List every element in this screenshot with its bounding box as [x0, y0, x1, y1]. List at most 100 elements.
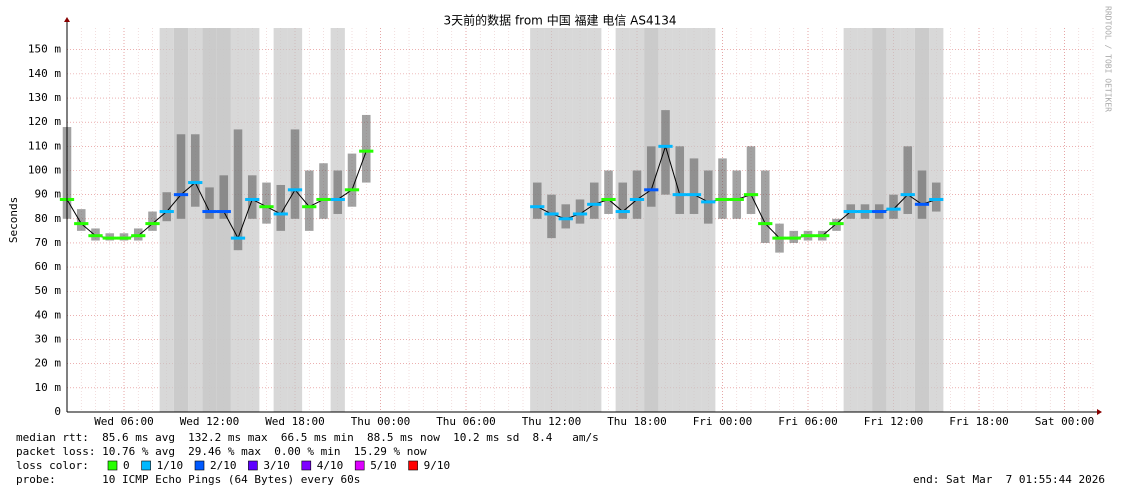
y-tick-label: 100 m	[28, 163, 61, 176]
median-point	[558, 217, 573, 221]
median-point	[273, 212, 288, 216]
loss-band	[914, 28, 930, 412]
legend-label: 9/10	[424, 459, 451, 472]
legend-label: 1/10	[157, 459, 184, 472]
median-point	[672, 193, 687, 197]
smoke	[262, 182, 271, 224]
smoke	[703, 170, 713, 224]
loss-band	[216, 28, 231, 412]
median-point	[872, 210, 887, 214]
median-point	[629, 197, 645, 201]
y-tick-label: 120 m	[28, 115, 61, 128]
smoke	[675, 146, 685, 214]
stats-rtt: median rtt: 85.6 ms avg 132.2 ms max 66.…	[16, 431, 599, 444]
median-point	[843, 210, 858, 214]
y-tick-label: 30 m	[35, 333, 62, 346]
smoke	[162, 192, 172, 222]
x-tick-label: Thu 18:00	[607, 415, 667, 428]
smoke	[319, 163, 328, 219]
smoke	[760, 170, 770, 243]
y-arrow	[64, 17, 70, 22]
smoke	[276, 184, 286, 231]
y-tick-label: 20 m	[35, 357, 62, 370]
smoke	[561, 204, 571, 229]
loss-band	[929, 28, 944, 412]
legend-swatch	[141, 460, 151, 471]
y-tick-label: 70 m	[35, 236, 62, 249]
y-tick-label: 90 m	[35, 188, 62, 201]
loss-band	[202, 28, 217, 412]
smoke	[746, 146, 756, 214]
x-arrow	[1097, 409, 1102, 415]
smoke	[547, 194, 556, 239]
legend-label: 3/10	[263, 459, 290, 472]
median-point	[914, 202, 930, 206]
legend-swatch	[354, 460, 365, 471]
loss-band	[886, 28, 901, 412]
smoke	[732, 170, 742, 219]
loss-band	[857, 28, 873, 412]
median-point	[615, 210, 630, 214]
y-tick-label: 50 m	[35, 284, 62, 297]
smoke	[917, 170, 927, 219]
median-point	[729, 197, 744, 201]
median-point	[715, 197, 730, 201]
chart-title: 3天前的数据 from 中国 福建 电信 AS4134	[444, 13, 677, 28]
loss-band	[245, 28, 260, 412]
median-point	[772, 236, 787, 240]
loss-band	[672, 28, 687, 412]
smoke	[718, 158, 727, 219]
legend-label: 5/10	[370, 459, 397, 472]
median-point	[302, 205, 317, 209]
median-point	[758, 222, 773, 226]
y-tick-label: 40 m	[35, 308, 62, 321]
median-point	[145, 222, 160, 226]
smoke	[290, 129, 300, 219]
smoke	[646, 146, 656, 207]
median-point	[202, 210, 217, 214]
smoke	[661, 110, 670, 195]
loss-band	[872, 28, 887, 412]
median-point	[316, 197, 331, 201]
y-tick-label: 150 m	[28, 43, 61, 56]
y-tick-label: 10 m	[35, 381, 62, 394]
median-point	[644, 188, 659, 192]
smoke	[632, 170, 642, 219]
median-point	[800, 234, 816, 238]
median-point	[131, 234, 146, 238]
median-point	[259, 205, 274, 209]
smoke	[903, 146, 913, 214]
median-point	[929, 197, 944, 201]
median-point	[159, 210, 174, 214]
loss-band	[658, 28, 673, 412]
median-point	[743, 193, 759, 197]
plot: 0 10 m 20 m 30 m 40 m 50 m 60 m 70 m 80 m 90 m 100…	[28, 17, 1102, 472]
x-tick-label: Sat 00:00	[1035, 415, 1095, 428]
loss-band	[173, 28, 189, 412]
smoke	[347, 153, 357, 207]
smoke	[190, 134, 200, 207]
legend-swatch	[301, 460, 312, 471]
median-point	[786, 236, 801, 240]
median-point	[686, 193, 702, 197]
y-tick-label: 60 m	[35, 260, 62, 273]
loss-band	[587, 28, 602, 412]
median-point	[572, 212, 588, 216]
end-time: end: Sat Mar 7 01:55:44 2026	[913, 473, 1105, 486]
stats-loss: packet loss: 10.76 % avg 29.46 % max 0.0…	[16, 445, 427, 458]
smoke	[689, 158, 699, 214]
smoke	[176, 134, 186, 219]
median-point	[658, 144, 673, 148]
median-point	[359, 149, 374, 153]
median-point	[245, 197, 260, 201]
median-point	[74, 222, 89, 226]
x-tick-label: Wed 06:00	[94, 415, 154, 428]
median-point	[102, 236, 117, 240]
y-tick-label: 80 m	[35, 212, 62, 225]
legend-swatch	[194, 460, 205, 471]
median-point	[173, 193, 189, 197]
median-point	[701, 200, 716, 204]
loss-band	[629, 28, 645, 412]
loss-band	[615, 28, 630, 412]
